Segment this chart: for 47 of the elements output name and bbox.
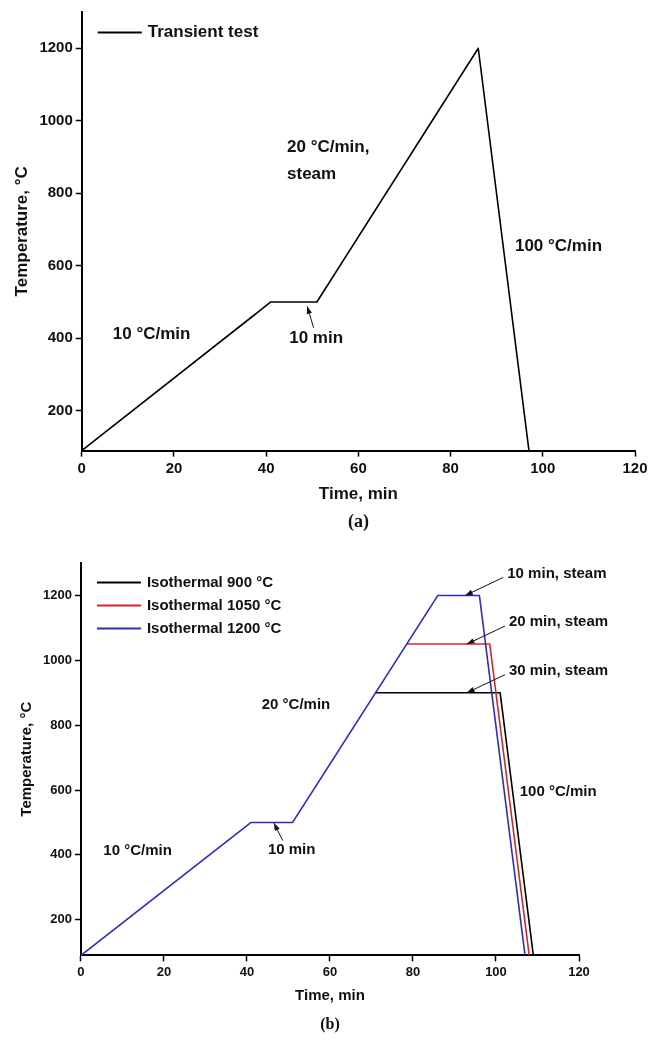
y-tick-label: 800 <box>50 716 72 732</box>
x-tick-label: 60 <box>322 963 338 979</box>
x-tick-label: 20 <box>156 963 172 979</box>
x-tick-label: 40 <box>257 458 275 476</box>
y-tick-label: 400 <box>50 846 72 862</box>
y-tick-label: 1000 <box>43 651 72 667</box>
x-tick-label: 80 <box>442 458 459 476</box>
x-tick-label: 120 <box>568 963 590 979</box>
annotation: 20 °C/min <box>261 694 331 712</box>
x-tick-label: 40 <box>239 963 255 979</box>
y-tick-label: 800 <box>47 183 73 201</box>
y-tick-label: 400 <box>47 328 73 346</box>
y-axis-title: Temperature, °C <box>11 166 31 297</box>
x-tick-label: 100 <box>530 458 556 476</box>
y-tick-label: 600 <box>47 255 73 273</box>
x-tick-label: 100 <box>485 963 507 979</box>
y-tick-label: 600 <box>50 781 72 797</box>
x-axis-title: Time, min <box>295 986 365 1004</box>
y-tick-label: 1200 <box>39 38 73 56</box>
annotation: 10 °C/min <box>112 324 191 344</box>
annotation: 10 min <box>267 840 316 858</box>
legend-label: Isothermal 900 °C <box>146 572 274 590</box>
y-tick-label: 1000 <box>39 110 73 128</box>
text: (a) <box>347 510 369 532</box>
annotation: 100 °C/min <box>514 236 603 256</box>
x-tick-label: 60 <box>350 458 367 476</box>
annotation: 10 °C/min <box>103 840 172 858</box>
annotation: 20 °C/min, steam <box>287 136 370 183</box>
legend-label: Transient test <box>147 22 259 42</box>
x-axis-title: Time, min <box>318 484 398 504</box>
x-tick-label: 0 <box>77 963 85 979</box>
annotation: 30 min, steam <box>508 660 609 678</box>
y-tick-label: 200 <box>47 400 73 418</box>
annotation: 10 min, steam <box>507 563 607 581</box>
x-tick-label: 120 <box>622 458 648 476</box>
annotation: 20 min, steam <box>508 612 609 630</box>
x-tick-label: 20 <box>165 458 183 476</box>
y-tick-label: 1200 <box>43 587 72 603</box>
text: (b) <box>320 1015 340 1034</box>
legend-label: Isothermal 1200 °C <box>146 618 282 636</box>
x-tick-label: 0 <box>77 458 86 476</box>
annotation: 100 °C/min <box>519 781 597 799</box>
y-axis-title: Temperature, °C <box>17 701 35 817</box>
y-tick-label: 200 <box>50 911 72 927</box>
legend-label: Isothermal 1050 °C <box>146 595 282 613</box>
annotation: 10 min <box>289 328 344 348</box>
x-tick-label: 80 <box>405 963 421 979</box>
